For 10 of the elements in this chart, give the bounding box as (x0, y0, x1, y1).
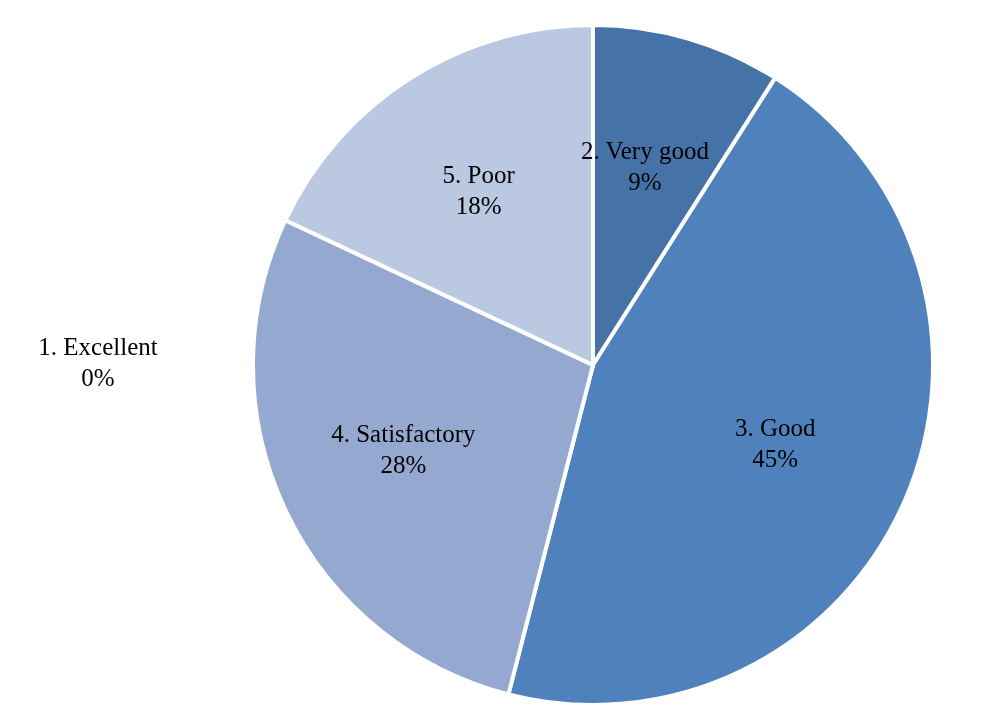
category-label: 1. Excellent (38, 333, 158, 360)
data-label: 9% (628, 168, 662, 196)
data-label: 45% (752, 445, 799, 473)
slice-label: 4. Satisfactory (331, 419, 477, 447)
text: 0% (81, 364, 115, 392)
data-label: 18% (455, 192, 502, 220)
slice-label: 5. Poor (442, 160, 516, 188)
slice-label: 3. Good (734, 414, 816, 442)
slice-label: 2. Very good (580, 137, 710, 165)
data-label: 28% (380, 451, 427, 479)
